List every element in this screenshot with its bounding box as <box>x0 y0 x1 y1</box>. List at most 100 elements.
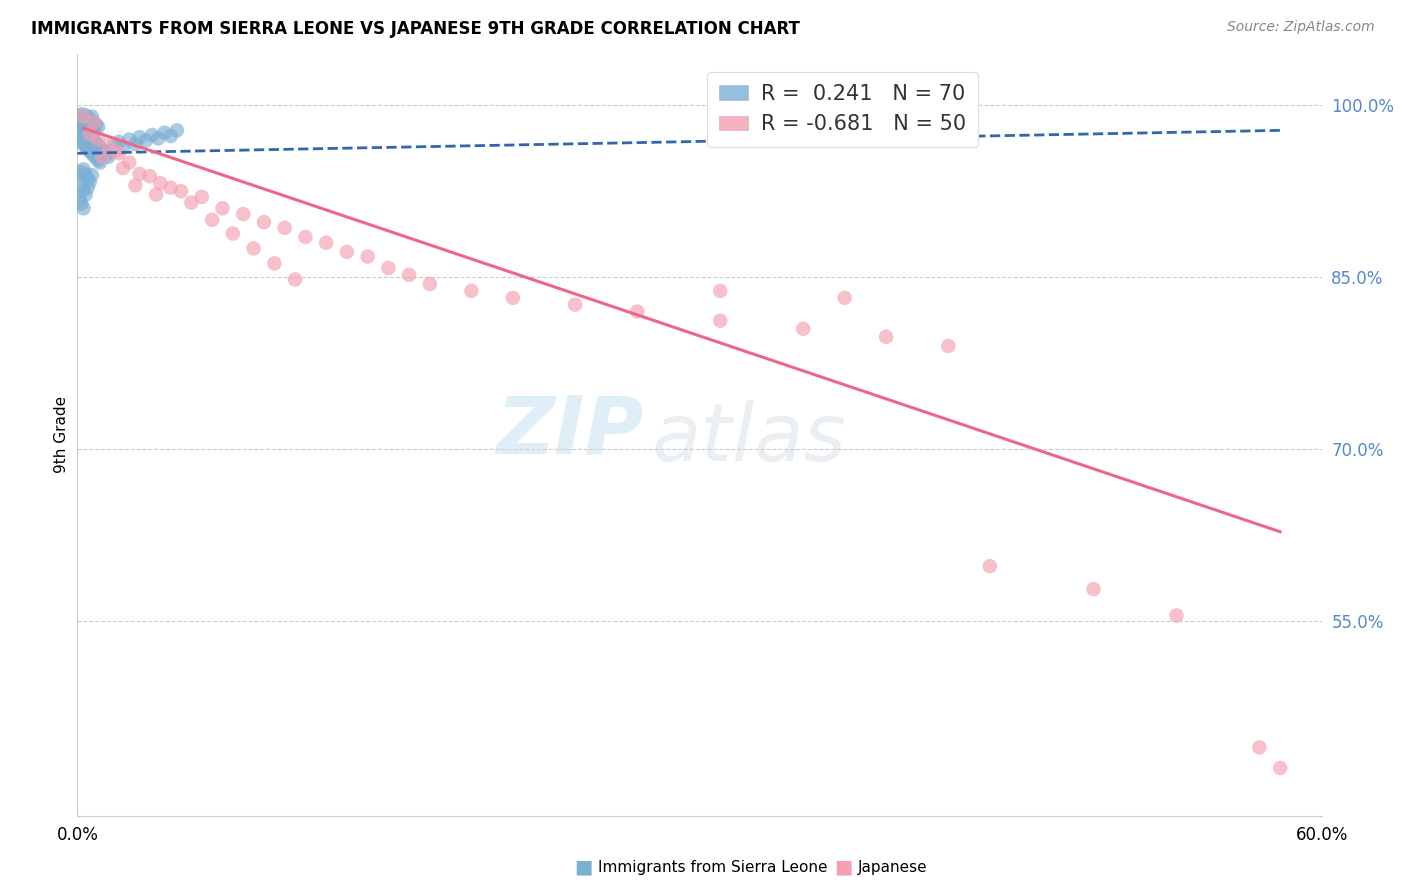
Point <box>87 120 110 134</box>
Point <box>398 268 420 282</box>
Point <box>564 298 586 312</box>
Point <box>76 116 98 130</box>
Point <box>72 112 94 126</box>
Point <box>148 131 170 145</box>
Point <box>875 330 897 344</box>
Point <box>139 169 162 184</box>
Point <box>979 559 1001 574</box>
Point <box>70 107 93 121</box>
Point <box>834 291 856 305</box>
Point <box>83 124 105 138</box>
Point <box>180 195 202 210</box>
Point <box>83 115 105 129</box>
Point <box>128 167 150 181</box>
Point <box>87 153 110 168</box>
Point <box>111 161 134 176</box>
Point <box>70 196 93 211</box>
Point <box>274 220 297 235</box>
Point <box>79 175 101 189</box>
Point <box>145 187 167 202</box>
Point <box>141 128 163 142</box>
Point <box>87 138 110 153</box>
Text: ■: ■ <box>574 857 593 877</box>
Point <box>938 339 960 353</box>
Point <box>211 202 233 216</box>
Text: ZIP: ZIP <box>496 392 644 470</box>
Point <box>72 183 94 197</box>
Point <box>97 150 120 164</box>
Point <box>75 126 97 140</box>
Point <box>97 138 120 153</box>
Point <box>135 134 157 148</box>
Point <box>70 178 93 193</box>
Point <box>118 155 141 169</box>
Point <box>709 284 731 298</box>
Point <box>124 137 146 152</box>
Point <box>70 135 93 149</box>
Point <box>263 256 285 270</box>
Point <box>242 242 264 256</box>
Point <box>93 145 115 160</box>
Y-axis label: 9th Grade: 9th Grade <box>53 396 69 474</box>
Point <box>70 115 93 129</box>
Point <box>72 110 94 124</box>
Point <box>79 120 101 134</box>
Point <box>315 235 337 250</box>
Point <box>108 146 131 161</box>
Point <box>294 230 316 244</box>
Point <box>89 140 111 154</box>
Point <box>284 272 307 286</box>
Point <box>76 111 98 125</box>
Point <box>72 162 94 177</box>
Point <box>100 144 122 158</box>
Point <box>67 130 90 145</box>
Point <box>79 127 101 141</box>
Point <box>149 176 172 190</box>
Point <box>80 130 103 145</box>
Point <box>80 122 103 136</box>
Point <box>87 132 110 146</box>
Point <box>79 144 101 158</box>
Point <box>111 140 134 154</box>
Text: Japanese: Japanese <box>858 860 928 874</box>
Point <box>84 136 107 150</box>
Point <box>170 184 193 198</box>
Legend: R =  0.241   N = 70, R = -0.681   N = 50: R = 0.241 N = 70, R = -0.681 N = 50 <box>707 71 979 147</box>
Point <box>75 108 97 122</box>
Text: IMMIGRANTS FROM SIERRA LEONE VS JAPANESE 9TH GRADE CORRELATION CHART: IMMIGRANTS FROM SIERRA LEONE VS JAPANESE… <box>31 20 800 37</box>
Point <box>357 250 380 264</box>
Point <box>222 227 245 241</box>
Point <box>67 119 90 133</box>
Point <box>253 215 276 229</box>
Point <box>792 322 814 336</box>
Point <box>104 138 127 153</box>
Point <box>67 110 90 124</box>
Point <box>1270 761 1292 775</box>
Point <box>166 123 188 137</box>
Point <box>79 113 101 128</box>
Point <box>72 127 94 141</box>
Point <box>83 115 105 129</box>
Point <box>67 164 90 178</box>
Point <box>1083 582 1105 596</box>
Point <box>72 202 94 216</box>
Text: Immigrants from Sierra Leone: Immigrants from Sierra Leone <box>598 860 827 874</box>
Point <box>108 135 131 149</box>
Point <box>232 207 254 221</box>
Point <box>377 260 399 275</box>
Point <box>104 144 127 158</box>
Point <box>75 167 97 181</box>
Point <box>70 169 93 184</box>
Point <box>89 155 111 169</box>
Point <box>91 150 114 164</box>
Point <box>118 132 141 146</box>
Point <box>79 128 101 142</box>
Point <box>80 168 103 182</box>
Text: ■: ■ <box>834 857 853 877</box>
Text: Source: ZipAtlas.com: Source: ZipAtlas.com <box>1227 20 1375 34</box>
Point <box>76 132 98 146</box>
Point <box>128 130 150 145</box>
Point <box>709 314 731 328</box>
Point <box>84 151 107 165</box>
Point <box>159 180 181 194</box>
